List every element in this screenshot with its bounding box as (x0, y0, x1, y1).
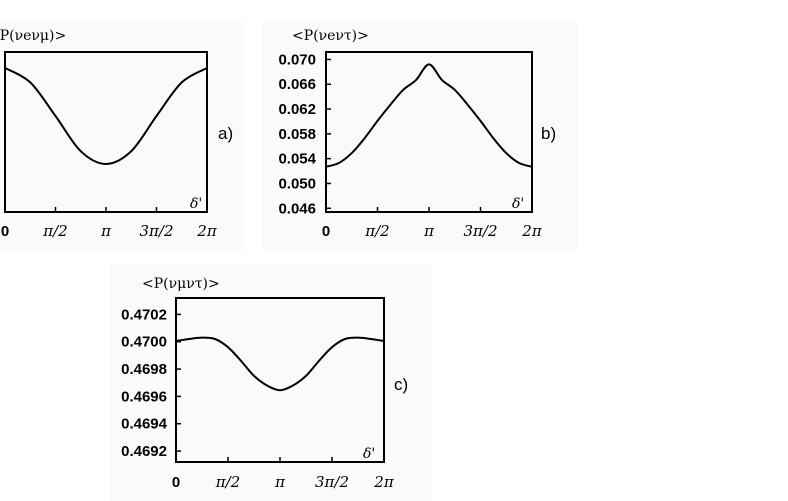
panel-a: <P(νeνμ)> 0 π/2 π 3π/2 2π δ' a) (0, 22, 245, 250)
x-tick-label-1-1: π/2 (364, 222, 389, 240)
plot-c: 0 π/2 π 3π/2 2π 0.4692 0.4694 0.4696 0.4698 0.470… (121, 306, 395, 491)
y-tick-label-1-1: 0.050 (278, 175, 316, 192)
xlabel-b: δ' (512, 196, 524, 212)
plot-frame-c (175, 297, 385, 463)
x-tick-label-0-1: π/2 (42, 222, 67, 240)
plot-frame-b (325, 51, 533, 213)
panel-b: <P(νeντ)> 0 π/2 π 3π/2 2π 0.046 0.050 0.054 0.05… (262, 22, 578, 250)
ylabel-a: <P(νeνμ)> (0, 28, 66, 44)
x-tick-label-0-0: 0 (1, 223, 9, 240)
x-tick-label-2-2: π (274, 473, 286, 491)
x-tick-label-0-2: π (100, 222, 112, 240)
y-tick-label-2-0: 0.4692 (121, 443, 167, 460)
panel-label-a: a) (218, 124, 233, 143)
xlabel-a: δ' (190, 196, 202, 212)
x-tick-label-1-0: 0 (322, 223, 330, 240)
y-tick-label-2-2: 0.4696 (121, 388, 167, 405)
y-tick-label-1-3: 0.058 (278, 126, 316, 143)
ylabel-c: <P(νμντ)> (142, 276, 220, 292)
y-tick-label-2-4: 0.4700 (121, 334, 167, 351)
series-line-0-0 (4, 67, 208, 166)
panel-a-background (0, 22, 245, 250)
series-line-2-0 (175, 336, 385, 392)
x-tick-label-1-2: π (423, 222, 435, 240)
x-tick-label-1-4: 2π (521, 222, 543, 240)
panel-label-b: b) (541, 124, 556, 143)
panel-c: <P(νμντ)> 0 π/2 π 3π/2 2π0.46920.46940.46960… (110, 264, 432, 501)
y-tick-label-1-4: 0.062 (278, 101, 316, 118)
x-tick-label-0-4: 2π (196, 222, 218, 240)
plot-a: 0 π/2 π 3π/2 2π (1, 67, 218, 240)
x-tick-label-2-3: 3π/2 (315, 473, 349, 491)
x-tick-label-2-0: 0 (172, 474, 180, 491)
y-tick-label-1-5: 0.066 (278, 76, 316, 93)
ylabel-b: <P(νeντ)> (292, 28, 369, 44)
plot-frame-a (4, 51, 208, 213)
y-tick-label-2-5: 0.4702 (121, 306, 167, 323)
plot-b: 0 π/2 π 3π/2 2π 0.046 0.050 0.054 0.058 0.062 0.06… (278, 51, 542, 240)
x-tick-label-0-3: 3π/2 (140, 222, 174, 240)
x-tick-label-1-3: 3π/2 (464, 222, 498, 240)
y-tick-label-1-6: 0.070 (278, 51, 316, 68)
y-tick-label-1-0: 0.046 (278, 200, 316, 217)
xlabel-c: δ' (363, 446, 375, 462)
y-tick-label-2-1: 0.4694 (121, 416, 168, 433)
x-tick-label-2-4: 2π (373, 473, 395, 491)
x-tick-label-2-1: π/2 (215, 473, 240, 491)
series-line-1-0 (325, 63, 533, 168)
y-tick-label-1-2: 0.054 (278, 151, 316, 168)
y-tick-label-2-3: 0.4698 (121, 361, 167, 378)
panel-label-c: c) (394, 375, 408, 394)
